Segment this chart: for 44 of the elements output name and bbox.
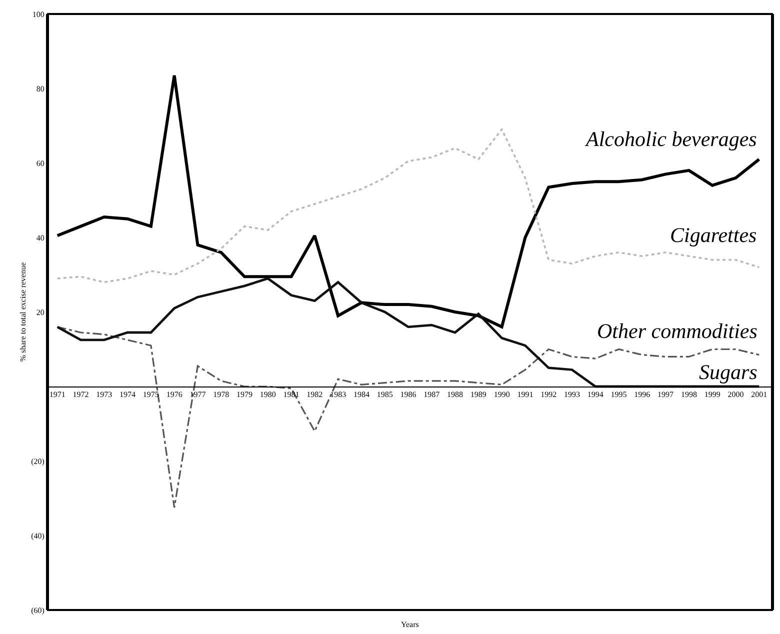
series-label: Other commodities <box>597 319 758 343</box>
x-tick-label: 1978 <box>213 390 230 400</box>
series-label: Alcoholic beverages <box>584 127 757 151</box>
x-tick-label: 1996 <box>634 390 650 400</box>
x-tick-label: 1999 <box>704 390 720 400</box>
x-tick-label: 1982 <box>306 390 323 400</box>
x-tick-label: 1988 <box>447 390 464 400</box>
x-tick-label: 1974 <box>120 390 136 400</box>
x-tick-label: 2000 <box>728 390 744 400</box>
series-label: Sugars <box>699 360 758 384</box>
x-tick-label: 1994 <box>587 390 604 400</box>
x-tick-label: 1975 <box>142 390 159 400</box>
x-tick-label: 1984 <box>353 390 370 400</box>
x-tick-label: 1998 <box>680 390 697 400</box>
series-label: Cigarettes <box>670 223 757 247</box>
y-tick-label: (20) <box>31 456 45 466</box>
x-tick-label: 1990 <box>494 390 510 400</box>
x-tick-label: 1979 <box>236 390 252 400</box>
y-tick-label: 40 <box>36 233 44 242</box>
x-tick-label: 1993 <box>564 390 580 400</box>
x-tick-label: 1971 <box>49 390 66 400</box>
x-tick-label: 2001 <box>751 390 768 400</box>
x-axis-title: Years <box>401 620 419 629</box>
y-tick-label: (60) <box>31 606 45 615</box>
y-tick-label: 80 <box>36 84 44 94</box>
x-tick-label: 1977 <box>190 390 206 400</box>
x-tick-label: 1986 <box>400 390 416 400</box>
x-tick-label: 1989 <box>470 390 486 400</box>
x-tick-label: 1987 <box>424 390 440 400</box>
y-tick-label: 60 <box>36 158 44 168</box>
x-tick-label: 1995 <box>610 390 627 400</box>
y-tick-label: (40) <box>31 531 45 540</box>
x-tick-label: 1973 <box>96 390 112 400</box>
x-tick-label: 1992 <box>540 390 557 400</box>
x-tick-label: 1980 <box>260 390 276 400</box>
x-tick-label: 1983 <box>330 390 346 400</box>
y-tick-label: 100 <box>32 10 44 19</box>
x-tick-label: 1997 <box>658 390 674 400</box>
y-axis-title: % share to total excise revenue <box>18 262 28 362</box>
x-tick-label: 1976 <box>166 390 182 400</box>
y-tick-label: 20 <box>36 308 44 317</box>
x-tick-label: 1991 <box>517 390 534 400</box>
x-tick-label: 1985 <box>376 390 393 400</box>
x-tick-label: 1972 <box>72 390 89 400</box>
